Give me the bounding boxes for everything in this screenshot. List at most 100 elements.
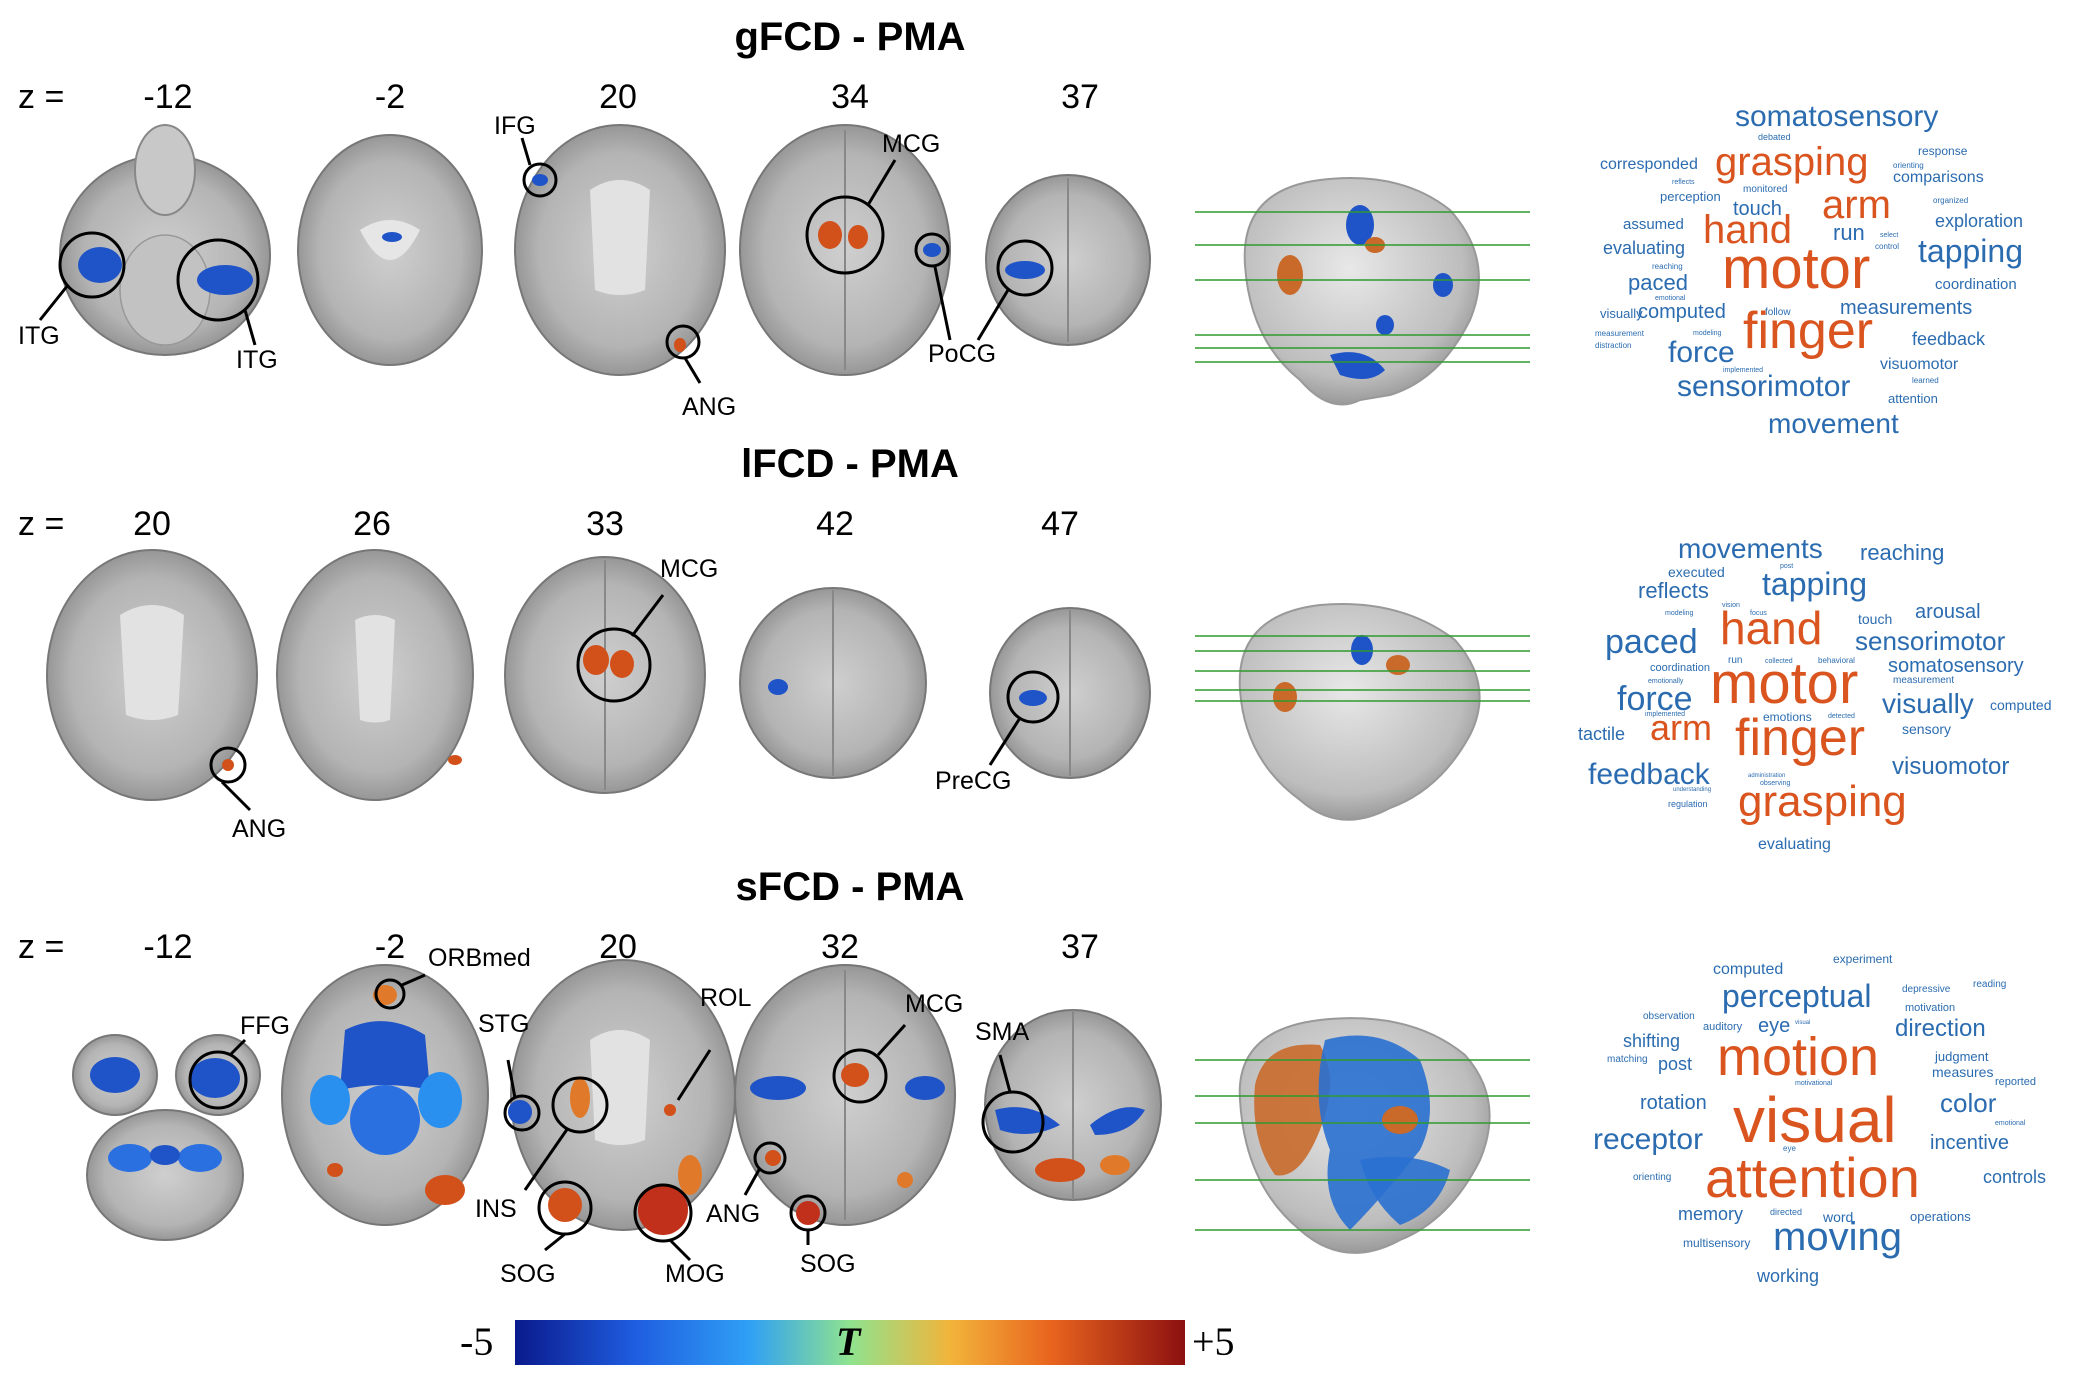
region-label: PreCG bbox=[935, 767, 1012, 795]
colorbar-variable: T bbox=[836, 1319, 861, 1364]
wordcloud-word: modeling bbox=[1665, 610, 1694, 617]
wordcloud-word: feedback bbox=[1588, 758, 1710, 791]
wordcloud-word: touch bbox=[1733, 198, 1782, 220]
z-value: 26 bbox=[353, 505, 391, 543]
slice-sfcd-z-2 bbox=[281, 964, 489, 1226]
z-value: -2 bbox=[374, 78, 406, 116]
wordcloud-word: visual bbox=[1795, 1020, 1811, 1026]
wordcloud-word: tactile bbox=[1578, 724, 1626, 744]
wordcloud-word: incentive bbox=[1930, 1132, 2009, 1154]
wordcloud-word: operations bbox=[1910, 1209, 1971, 1224]
wordcloud-word: paced bbox=[1605, 623, 1698, 661]
wordcloud-word: measures bbox=[1932, 1064, 1994, 1080]
wordcloud-word: sensorimotor bbox=[1855, 626, 2006, 656]
slice-sfcd-z-12 bbox=[72, 1034, 261, 1241]
wordcloud-word: emotional bbox=[1655, 295, 1686, 302]
wordcloud-word: computed bbox=[1638, 301, 1726, 323]
z-prefix: z = bbox=[18, 928, 65, 966]
wordcloud-word: detected bbox=[1828, 713, 1855, 720]
wordcloud-word: administration bbox=[1748, 773, 1786, 779]
slice-lfcd-z20 bbox=[46, 549, 258, 801]
wordcloud-word: computed bbox=[1713, 961, 1784, 978]
wordcloud-word: finger bbox=[1735, 709, 1866, 767]
slice-lfcd-z26 bbox=[276, 549, 474, 801]
panel-title-sfcd: sFCD - PMA bbox=[735, 865, 965, 909]
wordcloud-word: motion bbox=[1717, 1027, 1880, 1087]
row3-slices bbox=[72, 959, 1530, 1262]
region-label: STG bbox=[478, 1010, 530, 1038]
brain-3d-gfcd bbox=[1195, 177, 1530, 406]
region-label: ITG bbox=[236, 346, 278, 374]
region-label: ANG bbox=[682, 393, 737, 421]
wordcloud-word: behavioral bbox=[1818, 656, 1855, 665]
region-label: ITG bbox=[18, 322, 60, 350]
region-label: ANG bbox=[232, 815, 287, 843]
region-label: MCG bbox=[905, 990, 964, 1018]
panel-title-gfcd: gFCD - PMA bbox=[734, 15, 966, 59]
wordcloud-word: visuomotor bbox=[1880, 356, 1959, 373]
wordcloud-word: working bbox=[1757, 1266, 1820, 1286]
wordcloud-word: evaluating bbox=[1603, 238, 1686, 258]
colorbar-min-label: -5 bbox=[460, 1319, 494, 1364]
wordcloud-word: evaluating bbox=[1758, 836, 1831, 853]
wordcloud-word: grasping bbox=[1715, 140, 1869, 184]
wordcloud-word: collected bbox=[1765, 658, 1793, 665]
wordcloud-word: learned bbox=[1912, 376, 1939, 385]
wordcloud-word: force bbox=[1668, 336, 1735, 369]
row2-slices bbox=[46, 549, 1530, 821]
region-label: MCG bbox=[882, 130, 941, 158]
z-value: 37 bbox=[1061, 928, 1099, 966]
wordcloud-word: modeling bbox=[1693, 330, 1722, 337]
wordcloud-word: vision bbox=[1722, 602, 1740, 609]
wordcloud-word: grasping bbox=[1738, 777, 1907, 826]
wordcloud-word: direction bbox=[1895, 1015, 1986, 1042]
wordcloud-word: tapping bbox=[1918, 233, 2023, 269]
slice-gfcd-z-12 bbox=[59, 124, 271, 356]
wordcloud-word: implemented bbox=[1723, 367, 1764, 374]
wordcloud-word: emotions bbox=[1763, 710, 1812, 724]
region-label: INS bbox=[475, 1195, 517, 1223]
wordcloud-word: control bbox=[1875, 242, 1900, 251]
wordcloud-word: reading bbox=[1973, 979, 2007, 990]
wordcloud-word: visually bbox=[1882, 688, 1974, 719]
slice-gfcd-z-2 bbox=[297, 134, 483, 366]
slice-sfcd-z37 bbox=[984, 1009, 1162, 1201]
wordcloud-word: organized bbox=[1933, 196, 1969, 205]
wordcloud-word: follow bbox=[1765, 307, 1791, 318]
wordcloud-word: hand bbox=[1703, 208, 1792, 252]
row1-slices bbox=[38, 124, 1530, 406]
brain-3d-lfcd bbox=[1195, 603, 1530, 821]
z-value: 20 bbox=[599, 928, 637, 966]
wordcloud-word: reported bbox=[1995, 1076, 2036, 1088]
wordcloud-word: executed bbox=[1668, 564, 1725, 580]
wordcloud-word: reaching bbox=[1860, 540, 1945, 565]
z-value: 33 bbox=[586, 505, 624, 543]
slice-lfcd-z33 bbox=[504, 556, 706, 794]
wordcloud-word: emotional bbox=[1995, 1120, 2026, 1127]
wordcloud-word: assumed bbox=[1623, 216, 1684, 233]
wordcloud-word: controls bbox=[1983, 1167, 2047, 1187]
brain-3d-sfcd bbox=[1195, 1017, 1530, 1254]
region-label: SOG bbox=[500, 1260, 556, 1288]
z-value: 20 bbox=[599, 78, 637, 116]
wordcloud-word: eye bbox=[1758, 1015, 1791, 1037]
wordcloud-word: visually bbox=[1600, 306, 1643, 321]
z-value: 32 bbox=[821, 928, 859, 966]
wordcloud-word: reflects bbox=[1672, 179, 1695, 186]
z-value: -12 bbox=[143, 928, 193, 966]
wordcloud-word: depressive bbox=[1902, 984, 1951, 995]
z-value: 20 bbox=[133, 505, 171, 543]
slice-gfcd-z37 bbox=[985, 174, 1151, 346]
wordcloud-word: sensorimotor bbox=[1677, 370, 1851, 403]
wordcloud-word: visual bbox=[1733, 1084, 1897, 1156]
region-label: ROL bbox=[700, 984, 752, 1012]
z-value: 42 bbox=[816, 505, 854, 543]
region-label: SOG bbox=[800, 1250, 856, 1278]
wordcloud-word: debated bbox=[1758, 132, 1791, 142]
wordcloud-word: movement bbox=[1768, 408, 1899, 439]
wordcloud-word: emotionally bbox=[1648, 678, 1684, 685]
wordcloud-word: finger bbox=[1743, 302, 1874, 360]
wordcloud-word: moving bbox=[1773, 1215, 1902, 1259]
colorbar-max-label: +5 bbox=[1192, 1319, 1235, 1364]
